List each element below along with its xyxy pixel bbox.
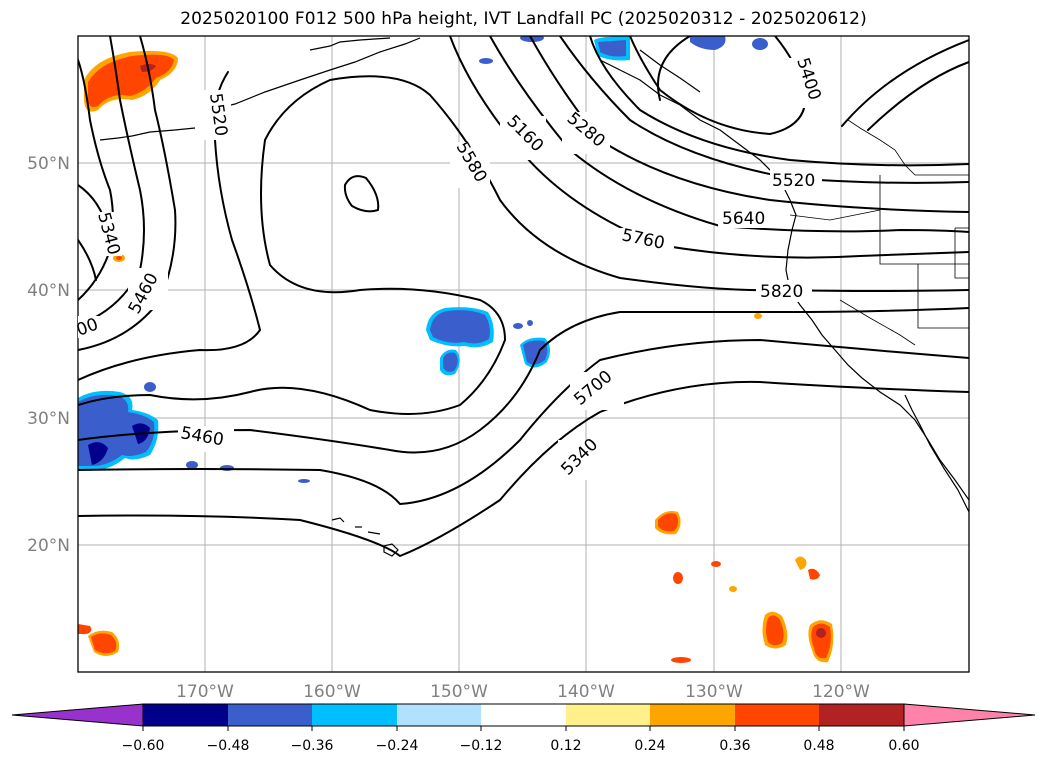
map-title: 2025020100 F012 500 hPa height, IVT Land… [180, 9, 867, 29]
colorbar-tick-label: −0.12 [460, 738, 503, 754]
contour-labels: 5520 5340 5460 5580 5160 5280 5400 5520 … [74, 55, 825, 480]
lon-label-120w: 120°W [812, 682, 870, 702]
lat-label-40n: 40°N [27, 281, 70, 301]
lat-label-50n: 50°N [27, 154, 70, 174]
colorbar-bin [819, 704, 904, 726]
map-frame [77, 35, 970, 673]
colorbar-bin [397, 704, 481, 726]
colorbar-bin [650, 704, 735, 726]
colorbar-tick-label: −0.24 [376, 738, 419, 754]
coastlines [99, 37, 969, 557]
colorbar-tick-label: 0.36 [719, 738, 750, 754]
lon-label-160w: 160°W [303, 682, 361, 702]
colorbar-tick-label: 0.12 [550, 738, 581, 754]
colorbar-tick-label: −0.48 [207, 738, 250, 754]
lat-label-20n: 20°N [27, 536, 70, 556]
latitude-axis: 50°N 40°N 30°N 20°N [27, 154, 70, 556]
longitude-axis: 170°W 160°W 150°W 140°W 130°W 120°W [176, 682, 870, 702]
colorbar-extend-high [903, 703, 1036, 727]
lon-label-170w: 170°W [176, 682, 234, 702]
colorbar: −0.60 −0.48 −0.36 −0.24 −0.12 0.12 0.24 … [11, 703, 1036, 754]
contour-label: 5820 [760, 282, 803, 302]
lat-label-30n: 30°N [27, 409, 70, 429]
contour-label: 5640 [722, 209, 765, 229]
colorbar-extend-low [11, 703, 144, 727]
colorbar-bin [735, 704, 819, 726]
colorbar-bin [566, 704, 650, 726]
colorbar-bin [312, 704, 397, 726]
lon-label-140w: 140°W [557, 682, 615, 702]
colorbar-tick-label: −0.60 [122, 738, 165, 754]
colorbar-tick-label: −0.36 [291, 738, 334, 754]
colorbar-bin [481, 704, 566, 726]
colorbar-tick-label: 0.60 [888, 738, 919, 754]
colorbar-bin [143, 704, 228, 726]
ivt-shading [78, 36, 834, 663]
colorbar-bin [228, 704, 312, 726]
lon-label-130w: 130°W [685, 682, 743, 702]
contour-label: 5520 [772, 171, 815, 191]
colorbar-tick-label: 0.24 [634, 738, 665, 754]
lon-label-150w: 150°W [430, 682, 488, 702]
colorbar-tick-label: 0.48 [803, 738, 834, 754]
